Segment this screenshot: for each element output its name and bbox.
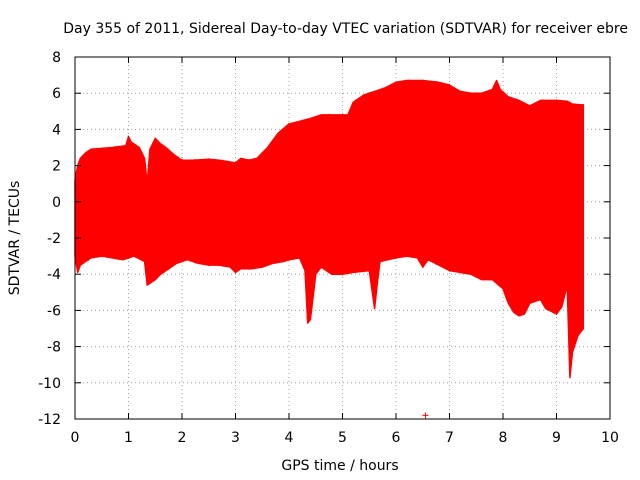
y-tick-label: -12 bbox=[38, 412, 61, 428]
x-tick-label: 10 bbox=[601, 430, 619, 446]
y-tick-label: 4 bbox=[52, 122, 61, 138]
x-tick-label: 6 bbox=[392, 430, 401, 446]
x-tick-label: 7 bbox=[445, 430, 454, 446]
y-tick-label: 2 bbox=[52, 159, 61, 175]
x-tick-label: 1 bbox=[124, 430, 133, 446]
x-tick-label: 0 bbox=[71, 430, 80, 446]
y-axis-label: SDTVAR / TECUs bbox=[7, 181, 23, 296]
y-tick-label: 6 bbox=[52, 86, 61, 102]
x-tick-label: 9 bbox=[552, 430, 561, 446]
y-tick-label: -8 bbox=[47, 340, 61, 356]
x-tick-label: 5 bbox=[338, 430, 347, 446]
y-tick-label: 8 bbox=[52, 50, 61, 66]
x-tick-label: 2 bbox=[178, 430, 187, 446]
x-tick-label: 3 bbox=[231, 430, 240, 446]
y-tick-label: -2 bbox=[47, 231, 61, 247]
outlier-point bbox=[422, 412, 429, 419]
y-tick-label: -10 bbox=[38, 376, 61, 392]
y-tick-label: -4 bbox=[47, 267, 61, 283]
x-tick-label: 8 bbox=[499, 430, 508, 446]
axis-ticks: 0 1 2 3 4 5 6 7 8 9 10 -12 -10 -8 -6 -4 -2 0 2 4 6 8 bbox=[38, 50, 619, 446]
y-tick-label: 0 bbox=[52, 195, 61, 211]
series-group bbox=[74, 79, 585, 419]
y-tick-label: -6 bbox=[47, 303, 61, 319]
x-tick-label: 4 bbox=[285, 430, 294, 446]
chart-title: Day 355 of 2011, Sidereal Day-to-day VTE… bbox=[63, 21, 628, 37]
x-axis-label: GPS time / hours bbox=[281, 458, 398, 474]
